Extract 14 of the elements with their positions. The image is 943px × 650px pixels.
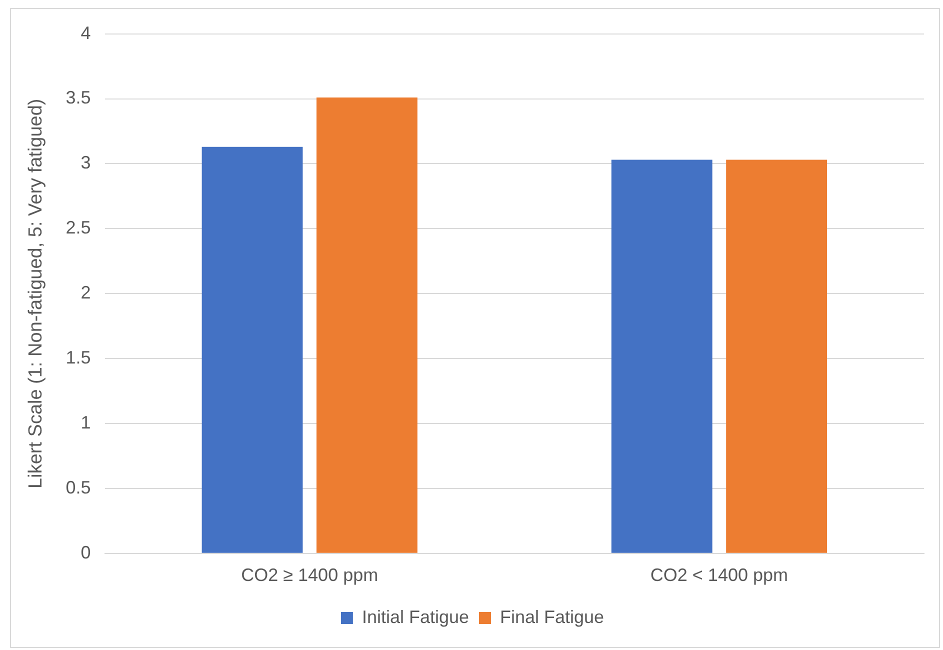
y-tick-label: 4	[80, 22, 91, 43]
legend-label: Final Fatigue	[500, 606, 604, 627]
y-tick-label: 1	[80, 412, 91, 432]
y-tick-label: 0.5	[66, 477, 91, 498]
legend-label: Initial Fatigue	[362, 606, 470, 627]
y-tick-label: 1.5	[66, 348, 91, 368]
y-axis-title: Likert Scale (1: Non-fatigued, 5: Very fatigued)	[26, 98, 47, 488]
y-tick-label: 2.5	[66, 218, 91, 238]
x-tick-label: CO2 ≥ 1400 ppm	[241, 565, 378, 586]
y-tick-label: 3	[80, 152, 91, 173]
x-tick-label: CO2 < 1400 ppm	[650, 565, 788, 586]
y-tick-label: 3.5	[66, 88, 91, 108]
y-tick-label: 2	[80, 282, 91, 303]
y-tick-label: 0	[80, 542, 91, 562]
